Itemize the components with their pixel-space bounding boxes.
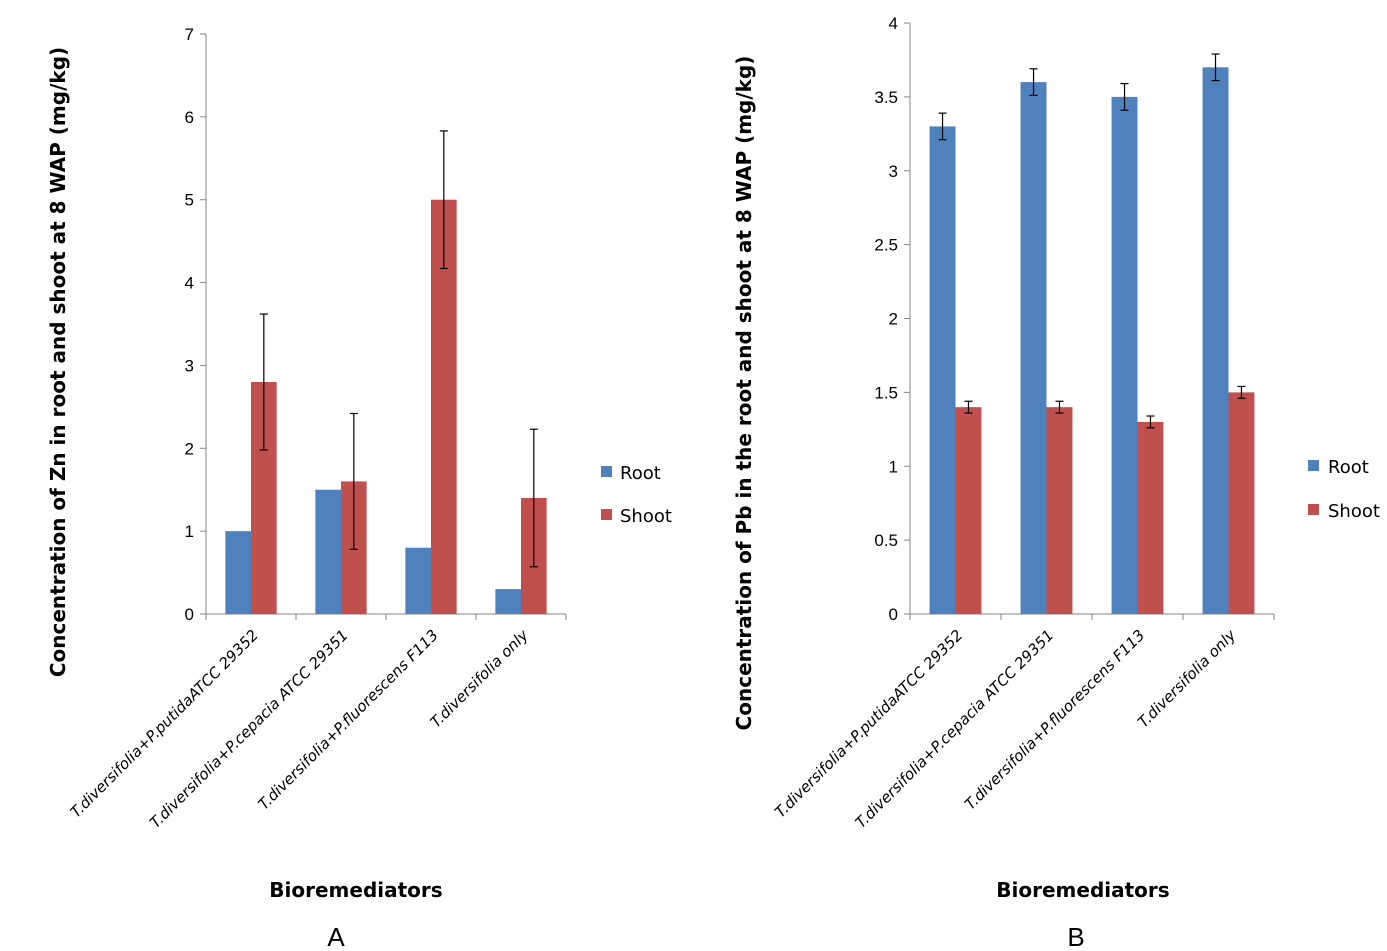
chart-a-zn: Concentration of Zn in root and shoot at…	[46, 25, 672, 951]
chart-b-ytick-label: 1	[889, 457, 898, 476]
chart-a-category-label: T.diversifolia+P.cepacia ATCC 29351	[146, 626, 352, 832]
chart-b-xlabel: Bioremediators	[996, 878, 1169, 902]
chart-a-legend-shoot: Shoot	[620, 506, 672, 527]
chart-a-bar-root	[315, 489, 341, 614]
chart-b-ytick-label: 1.5	[874, 383, 898, 402]
chart-b-bar-root	[1111, 96, 1138, 614]
chart-a-bar-root	[405, 547, 431, 614]
chart-b-ytick-label: 4	[889, 14, 898, 33]
chart-b-bar-shoot	[1137, 421, 1164, 614]
chart-b-ylabel: Concentration of Pb in the root and shoo…	[732, 56, 756, 731]
chart-a-ytick-label: 2	[185, 439, 194, 458]
chart-b-plot: 0 0.5 1 1.5 2 2.5 3 3.5 4 T.diversifolia+P.putida…	[771, 14, 1275, 832]
chart-a-ytick-label: 6	[185, 108, 194, 127]
chart-a-plot: 0 1 2 3 4 5 6 7 T.diversifolia+P.putidaATCC 2935…	[67, 25, 567, 832]
chart-a-legend-shoot-swatch	[601, 509, 612, 520]
chart-b-category-label: T.diversifolia+P.fluorescens F113	[961, 626, 1148, 813]
chart-b-bar-shoot	[1046, 407, 1073, 614]
chart-b-legend-shoot-swatch	[1308, 504, 1319, 515]
chart-a-category-label: T.diversifolia only	[427, 625, 533, 731]
chart-b-ytick-label: 0	[889, 605, 898, 624]
chart-a-ytick-label: 4	[185, 274, 194, 293]
chart-a-category-label: T.diversifolia+P.fluorescens F113	[255, 626, 442, 813]
chart-b-ytick-label: 2.5	[874, 236, 898, 255]
chart-a-xlabel: Bioremediators	[269, 878, 442, 902]
chart-b-panel-label: B	[1067, 922, 1084, 951]
chart-b-category-label: T.diversifolia+P.cepacia ATCC 29351	[852, 626, 1058, 832]
chart-b-ytick-label: 2	[889, 310, 898, 329]
chart-a-ytick-label: 1	[185, 522, 194, 541]
chart-a-legend: Root Shoot	[601, 463, 672, 527]
chart-a-ytick-label: 5	[185, 191, 194, 210]
chart-b-ytick-label: 3	[889, 162, 898, 181]
chart-b-pb: Concentration of Pb in the root and shoo…	[732, 14, 1380, 951]
chart-a-panel-label: A	[327, 922, 345, 951]
chart-a-legend-root: Root	[620, 463, 661, 484]
chart-b-bar-root	[1202, 67, 1229, 614]
chart-b-category-label: T.diversifolia+P.putidaATCC 29352	[771, 626, 966, 821]
chart-b-bar-root	[929, 126, 956, 615]
chart-a-ytick-label: 0	[185, 605, 194, 624]
chart-b-category-label: T.diversifolia only	[1134, 625, 1240, 731]
chart-b-bar-shoot	[955, 407, 982, 614]
chart-b-legend-root: Root	[1328, 457, 1369, 478]
chart-a-ylabel: Concentration of Zn in root and shoot at…	[46, 47, 70, 677]
chart-a-ytick-label: 7	[185, 25, 194, 44]
chart-a-legend-root-swatch	[601, 466, 612, 477]
chart-a-bar-root	[225, 531, 251, 614]
chart-a-category-label: T.diversifolia+P.putidaATCC 29352	[67, 626, 262, 821]
chart-b-legend: Root Shoot	[1308, 457, 1380, 522]
chart-b-ytick-label: 3.5	[874, 88, 898, 107]
chart-a-ytick-label: 3	[185, 356, 194, 375]
chart-b-legend-root-swatch	[1308, 460, 1319, 471]
chart-b-ytick-label: 0.5	[874, 531, 898, 550]
chart-b-bar-root	[1020, 82, 1047, 615]
chart-a-bar-root	[495, 589, 521, 614]
chart-b-bar-shoot	[1228, 392, 1255, 614]
chart-b-legend-shoot: Shoot	[1328, 501, 1380, 522]
